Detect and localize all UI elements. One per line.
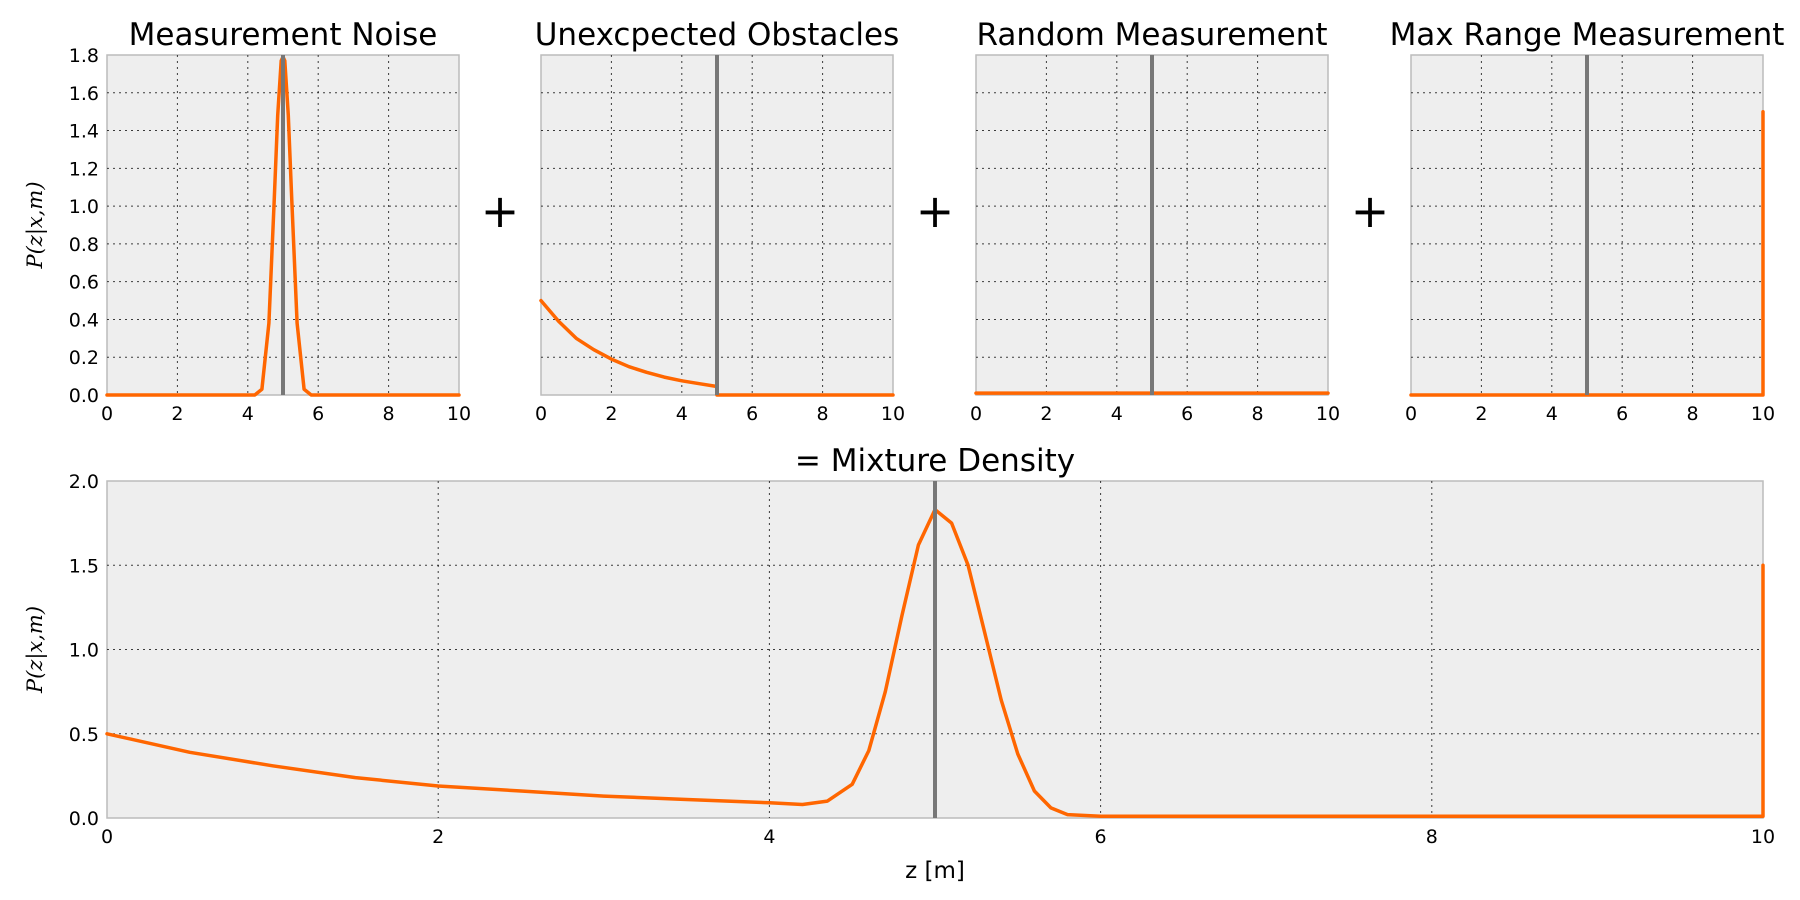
random-xtick-label: 8 [1252,403,1264,425]
panel-random: 0 2 4 6 8 10 Random Measurement [970,17,1340,425]
random-xtick-label: 6 [1181,403,1193,425]
obstacles-xtick-label: 2 [605,403,617,425]
maxrange-xtick-label: 2 [1475,403,1487,425]
noise-ytick-label: 1.4 [69,121,99,143]
mixture-ylabel: P(z|x,m) [23,606,48,694]
mixture-xtick-label: 4 [763,826,775,848]
panel-obstacles: 0 2 4 6 8 10 Unexcpected Obstacles [535,17,905,425]
random-title: Random Measurement [976,17,1327,53]
noise-ytick-label: 1.8 [69,45,99,67]
maxrange-xtick-label: 10 [1751,403,1775,425]
noise-xtick-label: 4 [242,403,254,425]
noise-xtick-label: 10 [447,403,471,425]
mixture-xtick-label: 6 [1095,826,1107,848]
obstacles-xtick-label: 8 [817,403,829,425]
noise-xtick-label: 0 [101,403,113,425]
plus-operator-2: + [916,184,955,238]
noise-ytick-label: 0.0 [69,385,99,407]
obstacles-xtick-label: 10 [881,403,905,425]
noise-ytick-label: 0.8 [69,234,99,256]
obstacles-xtick-label: 0 [535,403,547,425]
maxrange-xtick-label: 8 [1687,403,1699,425]
noise-ytick-label: 1.2 [69,158,99,180]
obstacles-title: Unexcpected Obstacles [535,17,900,53]
random-xtick-label: 2 [1040,403,1052,425]
mixture-xtick-label: 0 [101,826,113,848]
noise-ytick-label: 0.4 [69,309,99,331]
noise-ylabel: P(z|x,m) [23,181,48,269]
noise-ytick-label: 1.0 [69,196,99,218]
obstacles-xtick-label: 6 [746,403,758,425]
mixture-title: = Mixture Density [795,443,1075,479]
mixture-series-line [105,507,1765,819]
mixture-ytick-label: 0.5 [69,724,99,746]
plus-operator-1: + [481,184,520,238]
noise-xtick-label: 8 [383,403,395,425]
maxrange-xtick-label: 6 [1616,403,1628,425]
mixture-xtick-label: 2 [432,826,444,848]
noise-ytick-label: 0.2 [69,347,99,369]
random-xtick-label: 4 [1111,403,1123,425]
mixture-ytick-label: 2.0 [69,471,99,493]
maxrange-xtick-label: 4 [1546,403,1558,425]
mixture-ytick-label: 0.0 [69,808,99,830]
mixture-ytick-label: 1.0 [69,640,99,662]
panel-noise: 0 2 4 6 8 10 0.0 0.2 0.4 0.6 0.8 1.0 1.2 1.4 1.6 1.8 Mea… [23,17,471,425]
panel-mixture: 0 2 4 6 8 10 0.0 0.5 1.0 1.5 2.0 = Mixture Density P… [23,443,1775,884]
maxrange-title: Max Range Measurement [1390,17,1785,53]
plus-operator-3: + [1351,184,1390,238]
noise-title: Measurement Noise [129,17,438,53]
mixture-xtick-label: 10 [1751,826,1775,848]
mixture-xlabel: z [m] [905,858,965,884]
obstacles-xtick-label: 4 [676,403,688,425]
random-xtick-label: 10 [1316,403,1340,425]
noise-ytick-label: 1.6 [69,83,99,105]
mixture-xtick-label: 8 [1426,826,1438,848]
noise-xtick-label: 6 [312,403,324,425]
panel-maxrange: 0 2 4 6 8 10 Max Range Measurement [1390,17,1785,425]
noise-ytick-label: 0.6 [69,272,99,294]
mixture-ytick-label: 1.5 [69,555,99,577]
maxrange-xtick-label: 0 [1405,403,1417,425]
noise-xtick-label: 2 [171,403,183,425]
random-xtick-label: 0 [970,403,982,425]
